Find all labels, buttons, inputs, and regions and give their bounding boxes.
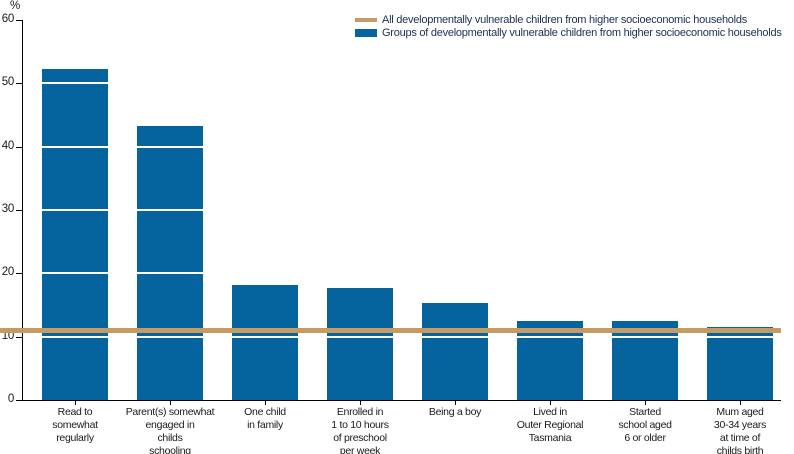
x-tick [645,401,646,405]
legend-label: All developmentally vulnerable children … [382,14,747,26]
gridline [23,146,781,148]
y-tick [16,210,22,211]
x-tick [265,401,266,405]
bar [707,327,773,400]
y-axis-line [22,20,23,400]
reference-line [0,328,781,333]
y-tick-label: 50 [1,76,15,88]
x-axis-line [22,400,781,401]
x-category-label: Being a boy [428,406,482,418]
x-tick [170,401,171,405]
x-tick [740,401,741,405]
x-category-label: Enrolled in 1 to 10 hours of preschool p… [331,406,389,454]
x-category-label: Read to somewhat regularly [52,406,98,444]
x-tick [455,401,456,405]
x-category-label: Parent(s) somewhat engaged in childs sch… [125,406,215,454]
y-tick-label: 60 [1,13,15,25]
x-tick [75,401,76,405]
gridline [23,209,781,211]
bar [232,285,298,400]
x-category-label: One child in family [244,406,286,431]
y-tick [16,273,22,274]
y-tick [16,83,22,84]
y-tick-label: 30 [1,203,15,215]
gridline [23,82,781,84]
bar [327,288,393,400]
y-axis-unit-label: % [9,0,21,12]
gridline [23,272,781,274]
bar [137,126,203,400]
reference-line-swatch-icon [355,18,377,22]
y-tick-label: 20 [1,266,15,278]
y-tick [16,400,22,401]
y-tick [16,20,22,21]
x-category-label: Lived in Outer Regional Tasmania [516,406,584,444]
y-tick-label: 40 [1,140,15,152]
bar [612,321,678,400]
y-tick-label: 10 [1,330,15,342]
x-category-label: Mum aged 30-34 years at time of childs b… [713,406,767,454]
gridline [23,336,781,338]
legend: All developmentally vulnerable children … [355,14,782,40]
x-category-label: Started school aged 6 or older [618,406,672,444]
y-tick-label: 0 [7,393,14,405]
y-tick [16,147,22,148]
legend-item-bar-series: Groups of developmentally vulnerable chi… [355,27,782,39]
legend-item-reference-line: All developmentally vulnerable children … [355,14,782,26]
legend-label: Groups of developmentally vulnerable chi… [382,27,782,39]
x-tick [550,401,551,405]
bar [42,69,108,400]
x-tick [360,401,361,405]
bar [517,321,583,400]
bar [422,303,488,400]
bar-series-swatch-icon [355,29,377,37]
y-tick [16,337,22,338]
